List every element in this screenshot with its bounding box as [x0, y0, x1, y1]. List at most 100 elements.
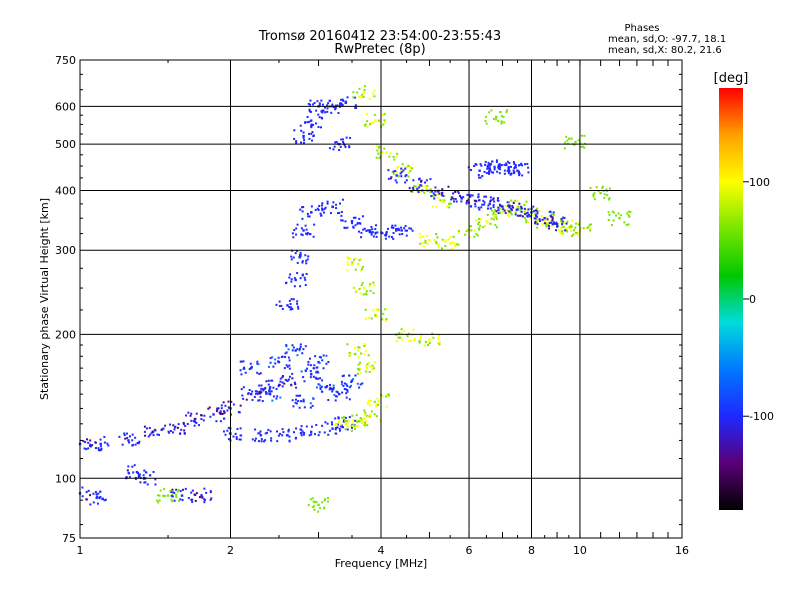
echo-point: [337, 416, 340, 419]
echo-point: [268, 387, 271, 390]
echo-point: [623, 221, 626, 224]
echo-point: [381, 151, 384, 154]
echo-point: [481, 203, 484, 206]
echo-point: [181, 488, 184, 491]
echo-point: [619, 214, 622, 217]
echo-point: [317, 208, 320, 211]
echo-point: [337, 112, 340, 115]
echo-point: [319, 384, 322, 387]
echo-point: [345, 420, 348, 423]
echo-point: [347, 263, 350, 266]
echo-point: [507, 166, 510, 169]
echo-point: [495, 159, 498, 162]
echo-point: [534, 209, 537, 212]
echo-point: [340, 138, 343, 141]
echo-point: [87, 441, 90, 444]
echo-point: [581, 145, 584, 148]
scatter-points: [78, 85, 632, 513]
echo-point: [217, 407, 220, 410]
echo-point: [322, 367, 325, 370]
echo-point: [564, 141, 567, 144]
echo-point: [563, 147, 566, 150]
echo-point: [372, 121, 375, 124]
echo-point: [118, 435, 121, 438]
echo-point: [568, 137, 571, 140]
echo-point: [403, 227, 406, 230]
echo-point: [283, 382, 286, 385]
echo-point: [508, 215, 511, 218]
echo-point: [326, 110, 329, 113]
echo-point: [153, 428, 156, 431]
echo-point: [414, 185, 417, 188]
echo-point: [412, 179, 415, 182]
echo-point: [332, 388, 335, 391]
echo-point: [385, 319, 388, 322]
echo-point: [309, 376, 312, 379]
echo-point: [360, 236, 363, 239]
data-point: [555, 223, 559, 226]
echo-point: [313, 433, 316, 436]
echo-point: [259, 372, 262, 375]
echo-point: [291, 399, 294, 402]
echo-point: [335, 395, 338, 398]
echo-point: [334, 107, 337, 110]
echo-point: [254, 439, 257, 442]
echo-point: [299, 285, 302, 288]
echo-point: [431, 332, 434, 335]
echo-point: [311, 497, 314, 500]
echo-point: [484, 119, 487, 122]
echo-point: [200, 494, 203, 497]
echo-point: [510, 213, 513, 216]
echo-point: [288, 276, 291, 279]
echo-point: [85, 491, 88, 494]
echo-point: [397, 166, 400, 169]
echo-point: [566, 230, 569, 233]
echo-point: [307, 360, 310, 363]
echo-point: [316, 386, 319, 389]
data-point: [374, 119, 377, 122]
echo-point: [259, 430, 262, 433]
echo-point: [499, 165, 502, 168]
echo-point: [343, 226, 346, 229]
echo-point: [344, 388, 347, 391]
echo-point: [242, 386, 245, 389]
echo-point: [189, 414, 192, 417]
echo-point: [298, 347, 301, 350]
y-tick-label-75: 75: [62, 532, 76, 545]
echo-point: [505, 164, 508, 167]
echo-point: [392, 237, 395, 240]
echo-point: [301, 352, 304, 355]
echo-point: [341, 104, 344, 107]
echo-point: [317, 113, 320, 116]
echo-point: [320, 99, 323, 102]
echo-point: [560, 233, 563, 236]
echo-point: [321, 501, 324, 504]
echo-point: [232, 403, 235, 406]
echo-point: [257, 399, 260, 402]
echo-point: [197, 424, 200, 427]
echo-point: [293, 229, 296, 232]
echo-point: [309, 233, 312, 236]
echo-point: [177, 499, 180, 502]
echo-point: [492, 197, 495, 200]
echo-point: [354, 257, 357, 260]
echo-point: [442, 201, 445, 204]
echo-point: [320, 204, 323, 207]
echo-point: [301, 273, 304, 276]
echo-point: [324, 111, 327, 114]
echo-point: [326, 496, 329, 499]
echo-point: [382, 312, 385, 315]
echo-point: [335, 390, 338, 393]
echo-point: [579, 226, 582, 229]
echo-point: [483, 195, 486, 198]
echo-point: [486, 207, 489, 210]
echo-point: [305, 369, 308, 372]
echo-point: [335, 207, 338, 210]
echo-point: [435, 242, 438, 245]
echo-point: [536, 223, 539, 226]
echo-point: [267, 428, 270, 431]
legend-line-x: mean, sd,X: 80.2, 21.6: [608, 45, 722, 56]
echo-point: [457, 192, 460, 195]
echo-point: [267, 379, 270, 382]
